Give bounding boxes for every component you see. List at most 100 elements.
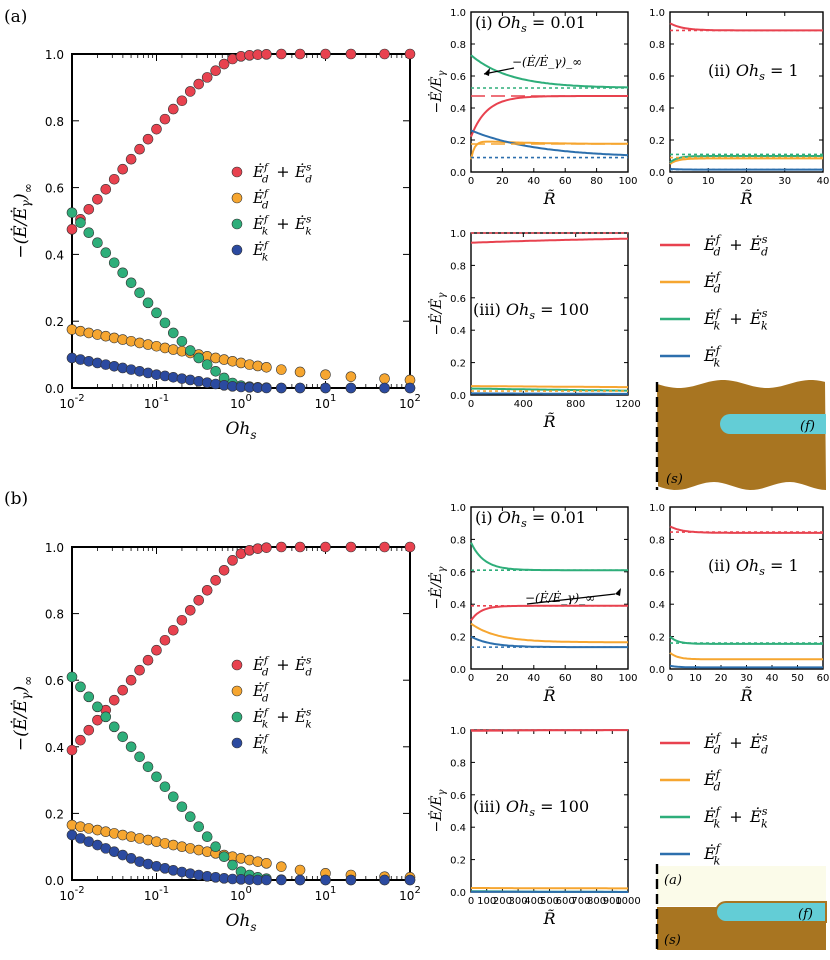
side-legend-label-red: Ėf d <box>703 233 722 259</box>
data-point-red <box>184 86 196 97</box>
legend-marker-green <box>231 711 243 723</box>
panel-annotation: (i) Ohs = 0.01 <box>475 508 586 530</box>
y-tick-label: 0.4 <box>649 104 665 115</box>
legend-plus: + <box>276 214 289 233</box>
legend-label-green: Ės k <box>294 213 312 237</box>
legend-label-red: Ės d <box>294 654 312 678</box>
side-legend-label-green: Ėf k <box>703 805 722 831</box>
data-point-orange <box>167 839 179 851</box>
x-tick-label: 600 <box>556 896 575 907</box>
asymptote-annotation-a: −(Ė/Ė_γ)_∞ <box>483 54 582 76</box>
data-point-green <box>66 207 78 218</box>
data-point-red <box>75 734 86 746</box>
side-legend-label-orange: Ėf d <box>703 270 722 296</box>
data-point-green <box>193 352 205 364</box>
side-legend-plus: + <box>729 309 742 328</box>
side-legend-label-green: Ės k <box>749 307 768 333</box>
x-tick-label: 10-1 <box>144 393 169 411</box>
y-axis-label: −Ė/Ėγ <box>427 790 448 833</box>
y-tick-label: 0.6 <box>649 72 665 83</box>
x-tick-label: 60 <box>559 176 572 187</box>
y-tick-label: 0.2 <box>45 807 64 821</box>
data-point-red <box>142 133 154 145</box>
curve-red <box>470 604 628 622</box>
y-tick-label: 0.2 <box>450 633 466 644</box>
y-tick-label: 0.8 <box>649 40 665 51</box>
legend-label-green: Ėf k <box>252 706 270 730</box>
data-point-red <box>176 95 188 107</box>
data-point-green <box>66 671 78 683</box>
curve-orange <box>669 651 823 661</box>
legends-layer: Ėf d + Ės d Ėf d Ėf k + Ės k Ėf k Ėf d + Ės d Ėf d Ėf k + Ės k Ėf k <box>660 233 768 868</box>
data-point-blue_dot <box>276 382 287 394</box>
data-point-green <box>142 761 154 773</box>
data-point-red <box>117 684 128 696</box>
x-tick-label: 20 <box>496 176 509 187</box>
data-point-green <box>193 821 205 833</box>
y-tick-label: 0.2 <box>450 359 466 370</box>
chart-a-i: 0.0 0.2 0.4 0.6 0.8 1.0 0 20 40 60 80 100 (i) Ohs = … <box>427 8 638 208</box>
data-point-orange <box>276 861 287 872</box>
data-point-red <box>379 541 390 553</box>
y-tick-label: 0.8 <box>45 608 64 622</box>
data-point-red <box>320 541 331 553</box>
data-point-green <box>184 811 196 823</box>
curve-blue <box>471 392 628 395</box>
data-point-green <box>176 801 188 813</box>
x-axis-label: R̃ <box>542 686 555 705</box>
data-point-green <box>167 791 179 803</box>
data-point-green <box>100 711 112 723</box>
x-tick-label: 1000 <box>615 896 640 907</box>
data-point-red <box>92 193 103 205</box>
legend-marker-orange <box>231 685 243 697</box>
data-point-green <box>159 781 171 793</box>
data-point-red <box>159 634 171 646</box>
y-tick-label: 0.6 <box>450 294 466 305</box>
curve-blue <box>669 664 823 669</box>
data-point-orange <box>294 864 306 876</box>
data-point-blue_dot <box>379 382 390 394</box>
asymptote-arrowhead <box>484 68 490 76</box>
data-point-red <box>125 674 137 686</box>
x-axis-label: Ohs <box>225 911 256 934</box>
data-point-green <box>100 247 112 259</box>
y-tick-label: 0.6 <box>450 72 466 83</box>
data-point-green <box>134 287 145 299</box>
data-point-blue_dot <box>276 874 287 886</box>
side-legend-label-green: Ės k <box>749 805 768 831</box>
schematics-layer: (s) (f) (a) (s) (f) <box>655 380 827 952</box>
curve-green <box>669 635 823 645</box>
data-point-green <box>125 741 137 753</box>
legend-marker-blue <box>231 737 243 749</box>
solid-region <box>657 380 826 490</box>
data-point-blue_dot <box>320 382 331 394</box>
axes-frame <box>470 11 629 173</box>
data-point-blue_dot <box>294 382 306 394</box>
y-tick-label: 0.8 <box>450 40 466 51</box>
data-point-red <box>108 694 120 706</box>
data-point-blue_dot <box>379 874 390 886</box>
legend-label-green: Ėf k <box>252 213 270 237</box>
data-point-red <box>108 173 120 185</box>
x-tick-label: 10 <box>702 176 715 187</box>
data-point-red <box>294 541 306 553</box>
side-legend-label-red: Ės d <box>749 731 768 757</box>
x-axis-label: R̃ <box>542 909 555 928</box>
x-tick-label: 40 <box>527 673 540 684</box>
x-axis-label: Ohs <box>225 419 256 442</box>
x-tick-label: 10-2 <box>59 885 84 903</box>
data-point-red <box>167 624 179 636</box>
panel-annotation: (ii) Ohs = 1 <box>708 61 799 83</box>
chart-b-ii: 0.0 0.2 0.4 0.6 0.8 1.0 0 10 20 30 40 50 60 (ii) Ohs … <box>649 503 829 705</box>
y-tick-label: 0.0 <box>450 391 466 402</box>
x-tick-label: 800 <box>566 399 585 410</box>
y-tick-label: 0.6 <box>45 674 64 688</box>
data-point-red <box>294 48 306 60</box>
schematic-b: (a) (s) (f) <box>655 864 827 952</box>
x-tick-label: 100 <box>618 673 637 684</box>
y-axis-label: −Ė/Ėγ <box>427 567 448 610</box>
legend-marker-red <box>231 659 243 671</box>
x-axis-label: R̃ <box>542 412 555 431</box>
y-tick-label: 0.4 <box>45 741 64 755</box>
side-legend-label-red: Ėf d <box>703 731 722 757</box>
